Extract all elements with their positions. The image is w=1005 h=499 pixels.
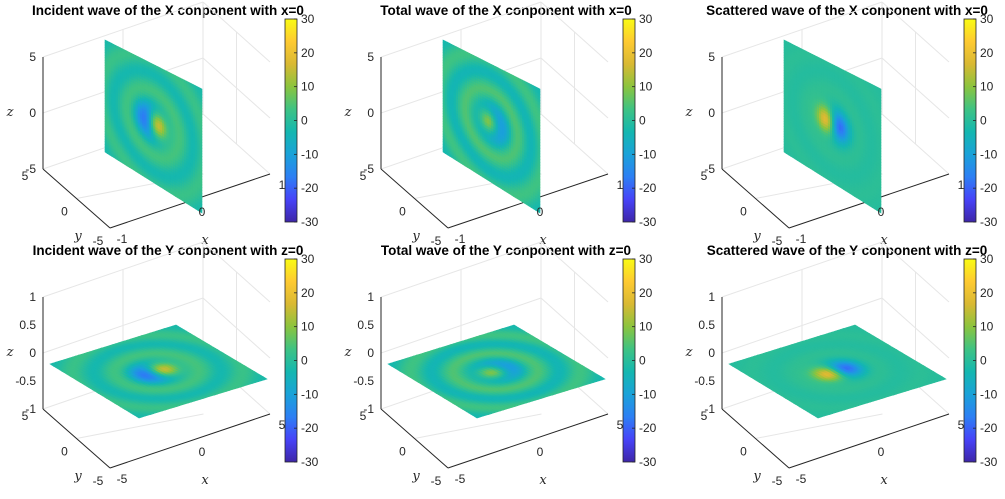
colorbar-tick-label: -20 [639,181,657,195]
colorbar-tick-label: -30 [639,215,657,229]
x-tick-label: 0 [199,205,206,219]
x-tick-label: 0 [537,205,544,219]
z-tick-label: 0 [29,106,36,120]
subplot-title: Total wave of the X conponent with x=0 [380,3,631,18]
y-tick-label: 0 [399,205,406,219]
colorbar-tick-label: 30 [301,12,315,26]
colorbar-tick-label: -30 [301,215,319,229]
colorbar-tick-label: 0 [301,114,308,128]
z-tick-label: 0 [367,106,374,120]
colorbar: 30 20 10 0 -10 -20 -30 [622,12,657,229]
y-axis-line [380,168,449,229]
colorbar-tick-label: 10 [301,80,315,94]
wave-surface [783,39,882,214]
colorbar-tick-label: 0 [639,114,646,128]
z-tick-label: 5 [367,50,374,64]
y-axis-line [721,168,790,229]
y-tick-label: 0 [61,205,68,219]
y-tick-label: 5 [22,169,29,183]
colorbar-tick-label: 30 [639,12,653,26]
subplot-title: Scattered wave of the X conponent with x… [706,3,988,18]
z-tick-label: 5 [29,50,36,64]
y-axis-line [42,168,111,229]
colorbar-tick-label: 10 [639,80,653,94]
wave-surface [442,39,541,214]
z-axis-label: z [344,105,352,120]
colorbar-tick-label: -20 [301,181,319,195]
y-axis-label: y [73,229,82,244]
wave-surface [104,39,203,214]
z-axis-label: z [6,105,14,120]
colorbar-tick-label: -10 [639,147,657,161]
colorbar-tick-label: -10 [301,147,319,161]
subplot-3: Scattered wave of the X conponent with x… [685,1,998,248]
y-axis-label: y [411,229,420,244]
subplot-2: Total wave of the X conponent with x=0-5… [344,1,657,248]
subplot-1: Incident wave of the X conponent with x=… [6,1,319,248]
colorbar-tick-label: 20 [301,46,315,60]
colorbar-tick-label: 20 [639,46,653,60]
subplot-title: Incident wave of the X conponent with x=… [32,3,304,18]
y-tick-label: 5 [360,169,367,183]
colorbar: 30 20 10 0 -10 -20 -30 [284,12,319,229]
